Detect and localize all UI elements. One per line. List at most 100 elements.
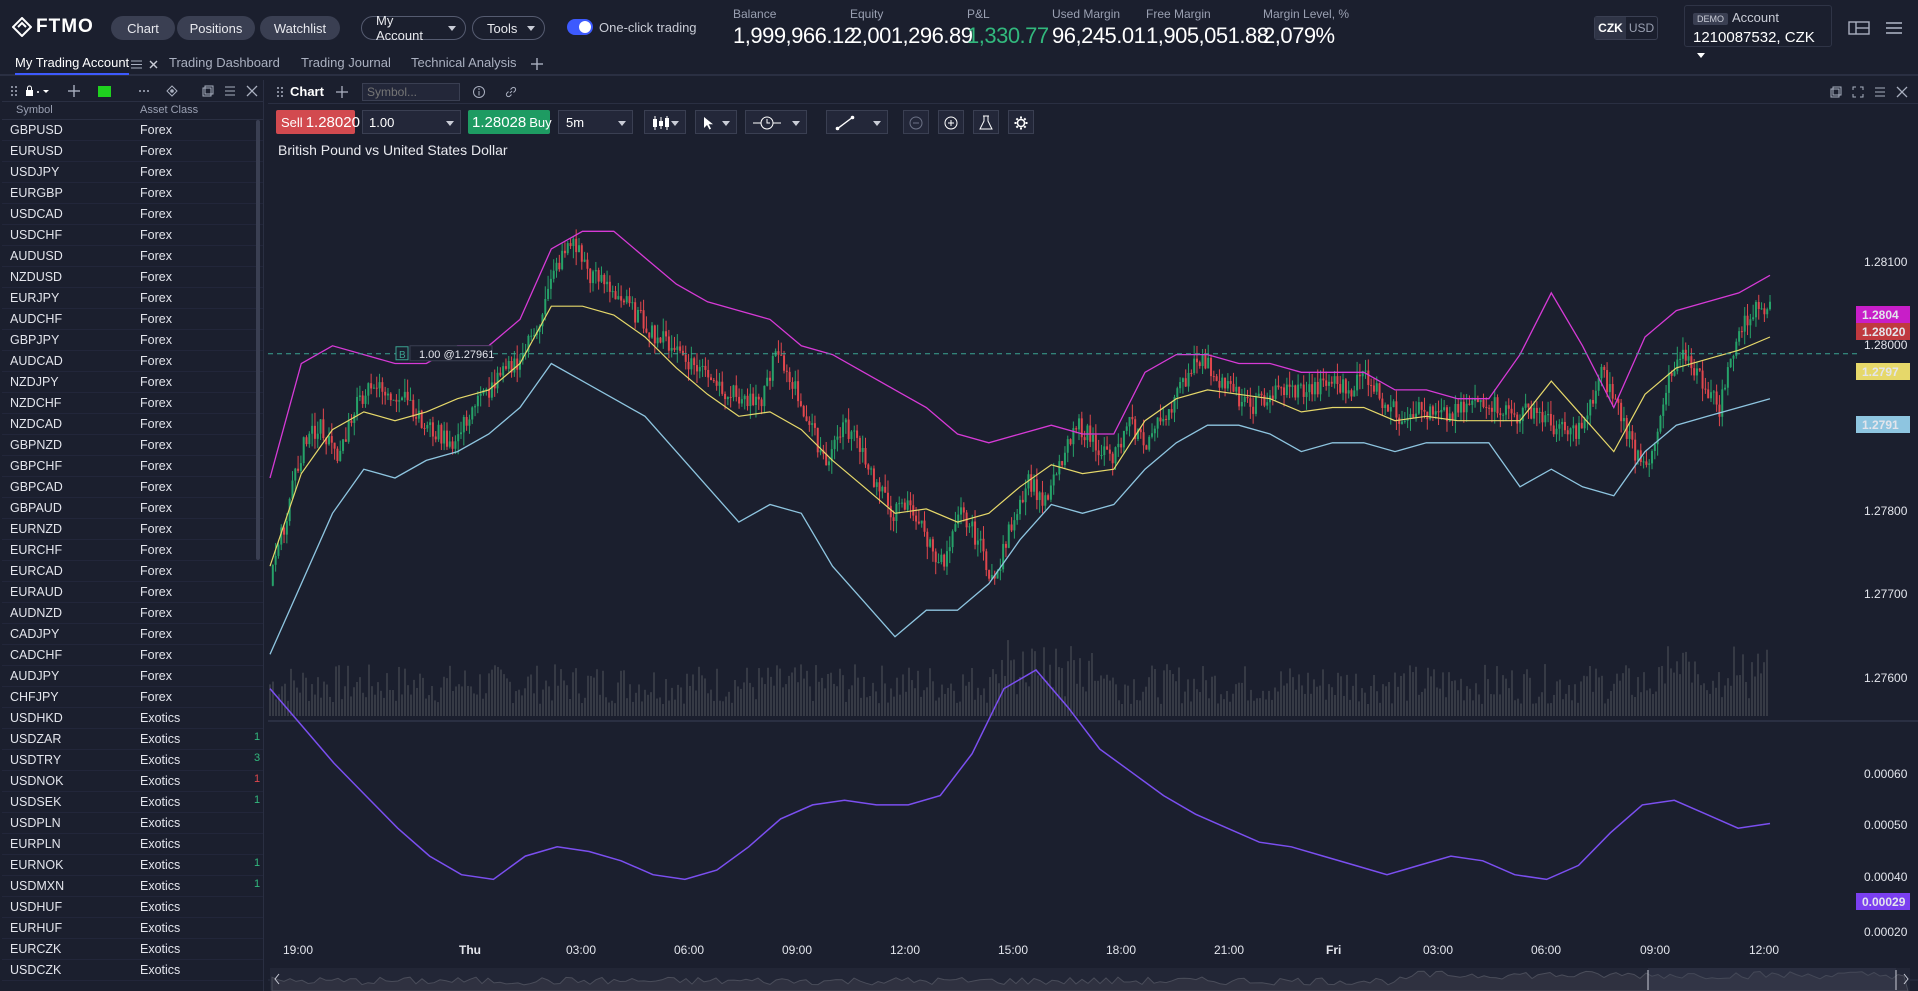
- close-icon[interactable]: [1896, 86, 1908, 98]
- watchlist-row[interactable]: GBPNZD Forex: [2, 435, 263, 456]
- my-account-menu[interactable]: My Account: [361, 13, 466, 43]
- watchlist-row[interactable]: GBPJPY Forex: [2, 330, 263, 351]
- column-header-asset-class[interactable]: Asset Class: [140, 104, 199, 116]
- add-tab-icon[interactable]: [530, 57, 544, 71]
- one-click-trading-label: One-click trading: [599, 20, 697, 35]
- drag-handle-icon[interactable]: [8, 85, 20, 97]
- watchlist-row[interactable]: USDZAR Exotics 1: [2, 729, 263, 750]
- zoom-in-button[interactable]: [938, 110, 964, 134]
- panel-menu-icon[interactable]: [224, 85, 236, 97]
- watchlist-row[interactable]: USDCAD Forex: [2, 204, 263, 225]
- zoom-out-button[interactable]: [903, 110, 929, 134]
- watchlist-row[interactable]: EURPLN Exotics: [2, 834, 263, 855]
- candle-body: [749, 393, 752, 407]
- timeframe-select[interactable]: 5m: [558, 110, 633, 134]
- watchlist-row[interactable]: USDCZK Exotics: [2, 960, 263, 981]
- watchlist-row[interactable]: GBPAUD Forex: [2, 498, 263, 519]
- fullscreen-icon[interactable]: [1852, 86, 1864, 98]
- info-icon[interactable]: [472, 85, 486, 99]
- watchlist-row[interactable]: USDHKD Exotics: [2, 708, 263, 729]
- watchlist-row[interactable]: AUDCAD Forex: [2, 351, 263, 372]
- watchlist-row[interactable]: EURJPY Forex: [2, 288, 263, 309]
- volume-bar: [1214, 675, 1216, 716]
- layout-icon[interactable]: [1848, 20, 1870, 36]
- watchlist-row[interactable]: USDTRY Exotics 3: [2, 750, 263, 771]
- watchlist-row[interactable]: EURCHF Forex: [2, 540, 263, 561]
- watchlist-row[interactable]: NZDUSD Forex: [2, 267, 263, 288]
- watchlist-row[interactable]: EURUSD Forex: [2, 141, 263, 162]
- add-symbol-icon[interactable]: [68, 85, 80, 97]
- watchlist-row[interactable]: EURCAD Forex: [2, 561, 263, 582]
- lock-dropdown-icon[interactable]: [24, 85, 54, 97]
- tab-trading-journal[interactable]: Trading Journal: [301, 55, 391, 75]
- currency-usd-button[interactable]: USD: [1628, 21, 1655, 35]
- symbol-search-input[interactable]: [362, 83, 460, 101]
- watchlist-row[interactable]: CHFJPY Forex: [2, 687, 263, 708]
- add-chart-icon[interactable]: [335, 85, 349, 99]
- watchlist-scrollbar[interactable]: [256, 120, 260, 560]
- sell-button[interactable]: Sell 1.28020: [276, 110, 360, 134]
- drag-handle-icon[interactable]: [275, 86, 285, 98]
- watchlist-row[interactable]: USDHUF Exotics: [2, 897, 263, 918]
- watchlist-row[interactable]: EURHUF Exotics: [2, 918, 263, 939]
- popout-icon[interactable]: [1830, 86, 1842, 98]
- watchlist-row[interactable]: NZDJPY Forex: [2, 372, 263, 393]
- popout-icon[interactable]: [202, 85, 214, 97]
- menu-icon[interactable]: [1883, 20, 1905, 36]
- watchlist-row[interactable]: CADJPY Forex: [2, 624, 263, 645]
- tab-menu-icon[interactable]: [131, 60, 142, 69]
- link-icon[interactable]: [504, 85, 518, 99]
- volume-bar: [1031, 648, 1033, 716]
- close-icon[interactable]: [246, 85, 258, 97]
- nav-chart-button[interactable]: Chart: [111, 16, 175, 40]
- watchlist-row[interactable]: USDCHF Forex: [2, 225, 263, 246]
- cursor-tool-dropdown[interactable]: [695, 110, 737, 134]
- watchlist-row[interactable]: AUDUSD Forex: [2, 246, 263, 267]
- watchlist-row[interactable]: EURNOK Exotics 1: [2, 855, 263, 876]
- watchlist-row[interactable]: EURNZD Forex: [2, 519, 263, 540]
- watchlist-row[interactable]: USDJPY Forex: [2, 162, 263, 183]
- nav-positions-button[interactable]: Positions: [177, 16, 255, 40]
- indicators-button[interactable]: [973, 110, 999, 134]
- watchlist-row[interactable]: NZDCAD Forex: [2, 414, 263, 435]
- column-header-symbol[interactable]: Symbol: [16, 104, 53, 116]
- volume-bar: [854, 664, 856, 716]
- tab-close-icon[interactable]: [149, 60, 158, 69]
- watchlist-row[interactable]: AUDNZD Forex: [2, 603, 263, 624]
- tools-menu[interactable]: Tools: [472, 16, 545, 40]
- watchlist-row[interactable]: AUDJPY Forex: [2, 666, 263, 687]
- currency-czk-button[interactable]: CZK: [1595, 17, 1626, 39]
- watchlist-row[interactable]: GBPCAD Forex: [2, 477, 263, 498]
- buy-button[interactable]: 1.28028 Buy: [468, 110, 552, 134]
- watchlist-row[interactable]: NZDCHF Forex: [2, 393, 263, 414]
- watchlist-row[interactable]: CADCHF Forex: [2, 645, 263, 666]
- nav-watchlist-button[interactable]: Watchlist: [260, 16, 340, 40]
- watchlist-row[interactable]: EURGBP Forex: [2, 183, 263, 204]
- watchlist-row[interactable]: GBPUSD Forex: [2, 120, 263, 141]
- chart-settings-button[interactable]: [1008, 110, 1034, 134]
- quantity-select[interactable]: 1.00: [362, 110, 461, 134]
- more-icon[interactable]: [138, 85, 150, 97]
- watchlist-row[interactable]: USDSEK Exotics 1: [2, 792, 263, 813]
- watchlist-row[interactable]: EURAUD Forex: [2, 582, 263, 603]
- watchlist-row[interactable]: EURCZK Exotics: [2, 939, 263, 960]
- link-color-swatch[interactable]: [98, 86, 111, 97]
- chart-type-dropdown[interactable]: [644, 110, 686, 134]
- watchlist-row[interactable]: USDNOK Exotics 1: [2, 771, 263, 792]
- watchlist-row[interactable]: AUDCHF Forex: [2, 309, 263, 330]
- watchlist-row[interactable]: USDMXN Exotics 1: [2, 876, 263, 897]
- visibility-icon[interactable]: [166, 85, 178, 97]
- watchlist-row[interactable]: USDPLN Exotics: [2, 813, 263, 834]
- tab-technical-analysis[interactable]: Technical Analysis: [411, 55, 517, 75]
- one-click-trading-toggle[interactable]: [567, 19, 593, 35]
- watchlist-row[interactable]: GBPCHF Forex: [2, 456, 263, 477]
- tab-my-trading-account[interactable]: My Trading Account: [15, 55, 130, 75]
- tab-trading-dashboard[interactable]: Trading Dashboard: [169, 55, 280, 75]
- drawing-tool-dropdown[interactable]: [826, 110, 888, 134]
- ftmo-logo[interactable]: FTMO: [12, 15, 94, 39]
- volume-bar: [563, 680, 565, 716]
- time-tool-dropdown[interactable]: [745, 110, 807, 134]
- panel-menu-icon[interactable]: [1874, 86, 1886, 98]
- chart-canvas[interactable]: 1.281001.280001.279001.278001.277001.276…: [268, 138, 1918, 991]
- account-selector[interactable]: DEMO Account 1210087532, CZK: [1684, 5, 1832, 58]
